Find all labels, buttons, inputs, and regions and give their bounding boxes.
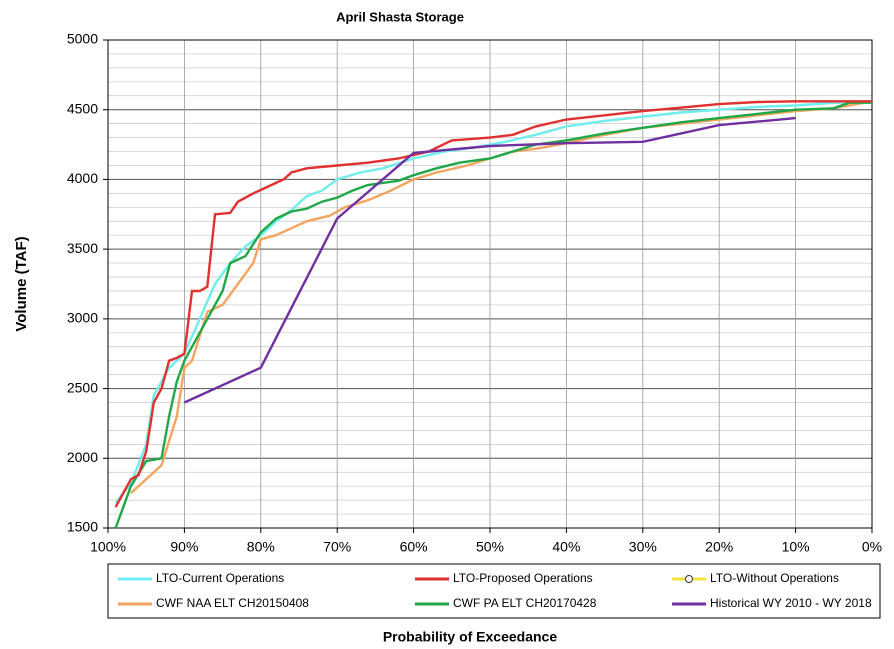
series-line	[114, 100, 873, 504]
legend-label: LTO-Without Operations	[710, 571, 839, 585]
legend-label: CWF NAA ELT CH20150408	[156, 596, 309, 610]
y-tick-label: 3500	[67, 240, 98, 256]
series-line	[183, 116, 796, 404]
x-tick-label: 30%	[629, 539, 657, 555]
legend-label: CWF PA ELT CH20170428	[453, 596, 597, 610]
y-tick-label: 3000	[67, 310, 98, 326]
y-tick-label: 1500	[67, 519, 98, 535]
y-tick-label: 2000	[67, 449, 98, 465]
series-line	[130, 100, 873, 494]
legend-label: LTO-Current Operations	[156, 571, 284, 585]
x-tick-label: 10%	[782, 539, 810, 555]
legend-marker	[685, 575, 693, 583]
y-tick-label: 4000	[67, 170, 98, 186]
y-tick-label: 4500	[67, 100, 98, 116]
legend-box	[107, 563, 881, 619]
chart-title: April Shasta Storage	[336, 9, 464, 24]
x-axis-label: Probability of Exceedance	[383, 629, 557, 645]
x-tick-label: 50%	[476, 539, 504, 555]
x-tick-label: 100%	[90, 539, 126, 555]
legend-label: Historical WY 2010 - WY 2018	[710, 596, 872, 610]
x-tick-label: 90%	[170, 539, 198, 555]
x-tick-label: 20%	[705, 539, 733, 555]
series-line	[114, 100, 873, 504]
x-tick-label: 0%	[862, 539, 882, 555]
x-tick-label: 60%	[400, 539, 428, 555]
x-tick-label: 80%	[247, 539, 275, 555]
series-line	[114, 101, 872, 529]
y-axis-label: Volume (TAF)	[13, 236, 30, 331]
y-tick-label: 2500	[67, 379, 98, 395]
series-line	[114, 100, 872, 508]
x-tick-label: 40%	[552, 539, 580, 555]
legend-label: LTO-Proposed Operations	[453, 571, 593, 585]
x-tick-label: 70%	[323, 539, 351, 555]
plot-frame	[107, 39, 873, 529]
y-tick-label: 5000	[67, 31, 98, 47]
